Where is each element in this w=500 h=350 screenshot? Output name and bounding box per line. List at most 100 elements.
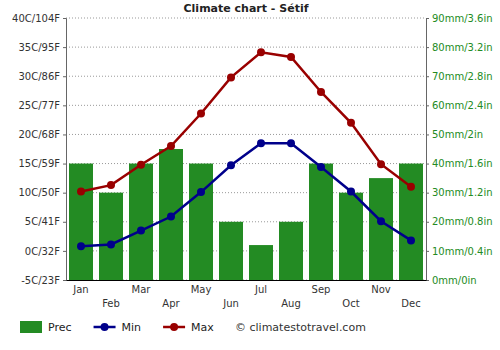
tick: 40C/104F (12, 13, 66, 24)
tick: 30C/86F (18, 71, 66, 82)
marker (287, 53, 295, 61)
grid-line (66, 134, 426, 135)
tick-mark (426, 76, 429, 77)
tick: Jun (222, 280, 239, 309)
tick-label: 60mm/2.4in (432, 100, 493, 111)
legend-item: Max (163, 321, 214, 334)
tick-label: 20C/68F (18, 129, 60, 140)
tick-label: 10C/50F (18, 187, 60, 198)
marker (227, 73, 235, 81)
marker (377, 160, 385, 168)
tick-label: 35C/95F (18, 42, 60, 53)
tick-mark (63, 134, 66, 135)
tick-label: 30mm/1.2in (432, 187, 493, 198)
axis-line (63, 19, 67, 281)
tick: -5C/23F (21, 275, 66, 286)
tick: Dec (401, 280, 420, 309)
tick: 35C/95F (18, 42, 66, 53)
tick-mark (63, 251, 66, 252)
marker (347, 119, 355, 127)
tick: 40mm/1.6in (426, 158, 493, 169)
legend-label: Max (191, 321, 214, 334)
tick-label: Jun (222, 298, 239, 309)
legend-swatch (20, 321, 42, 333)
tick-mark (63, 47, 66, 48)
x-axis: JanFebMarAprMayJunJulAugSepOctNovDec (67, 280, 427, 309)
tick-mark (63, 164, 66, 165)
legend-label: Min (122, 321, 142, 334)
legend-item: Prec (20, 321, 72, 334)
axis-line (67, 280, 427, 281)
plot-area (69, 48, 423, 280)
bar (279, 222, 303, 280)
bar (369, 178, 393, 280)
tick: Sep (312, 280, 331, 295)
tick-mark (63, 222, 66, 223)
tick: 20mm/0.8in (426, 216, 493, 227)
marker (257, 48, 265, 56)
tick: 10mm/0.4in (426, 246, 493, 257)
legend-marker (101, 323, 109, 331)
tick: Aug (281, 280, 301, 309)
tick: Apr (162, 280, 180, 309)
tick-label: 20mm/0.8in (432, 216, 493, 227)
tick-mark (426, 251, 429, 252)
grid-line (66, 163, 426, 164)
tick: Mar (132, 280, 152, 295)
tick: 20C/68F (18, 129, 66, 140)
bar (129, 164, 153, 280)
tick-label: Aug (281, 298, 301, 309)
bar (309, 164, 333, 280)
tick-label: May (191, 284, 212, 295)
title: Climate chart - Sétif (184, 2, 309, 15)
tick-mark (426, 222, 429, 223)
bar (69, 164, 93, 280)
marker (137, 161, 145, 169)
axis-line (427, 19, 430, 281)
legend-label: Prec (48, 321, 72, 334)
tick: 10C/50F (18, 187, 66, 198)
marker (317, 88, 325, 96)
y-axis: -5C/23F0C/32F5C/41F10C/50F15C/59F20C/68F… (12, 13, 66, 286)
tick-label: Apr (162, 298, 180, 309)
tick: 0C/32F (25, 246, 66, 257)
tick-label: Mar (132, 284, 152, 295)
tick-label: 40mm/1.6in (432, 158, 493, 169)
marker (197, 109, 205, 117)
tick-mark (426, 134, 429, 135)
tick-label: Nov (371, 284, 391, 295)
marker (347, 188, 355, 196)
marker (317, 163, 325, 171)
legend-marker (170, 323, 178, 331)
marker (227, 161, 235, 169)
marker (257, 139, 265, 147)
tick-mark (63, 280, 66, 281)
tick-label: 90mm/3.6in (432, 13, 493, 24)
bar (159, 149, 183, 280)
tick: 25C/77F (18, 100, 66, 111)
legend-item: Min (94, 321, 142, 334)
chart: Climate chart - Sétif -5C/23F 0C/32F 5C/41F… (0, 0, 500, 350)
tick-label: Jan (72, 284, 88, 295)
tick-label: Oct (342, 298, 359, 309)
marker (407, 236, 415, 244)
marker (197, 188, 205, 196)
bar (339, 193, 363, 280)
tick: 70mm/2.8in (426, 71, 493, 82)
tick-mark (63, 105, 66, 106)
tick-label: 5C/41F (25, 216, 60, 227)
tick: 90mm/3.6in (426, 13, 493, 24)
grid-line (66, 18, 426, 19)
marker (377, 217, 385, 225)
tick-label: 70mm/2.8in (432, 71, 493, 82)
y2-axis: 0mm/0in10mm/0.4in20mm/0.8in30mm/1.2in40m… (426, 13, 493, 286)
grid-line (66, 105, 426, 106)
line (81, 143, 411, 246)
bar (189, 164, 213, 280)
tick: 60mm/2.4in (426, 100, 493, 111)
tick-mark (63, 18, 66, 19)
grid-line (66, 47, 426, 48)
marker (77, 188, 85, 196)
tick-label: Feb (102, 298, 120, 309)
tick-mark (63, 76, 66, 77)
